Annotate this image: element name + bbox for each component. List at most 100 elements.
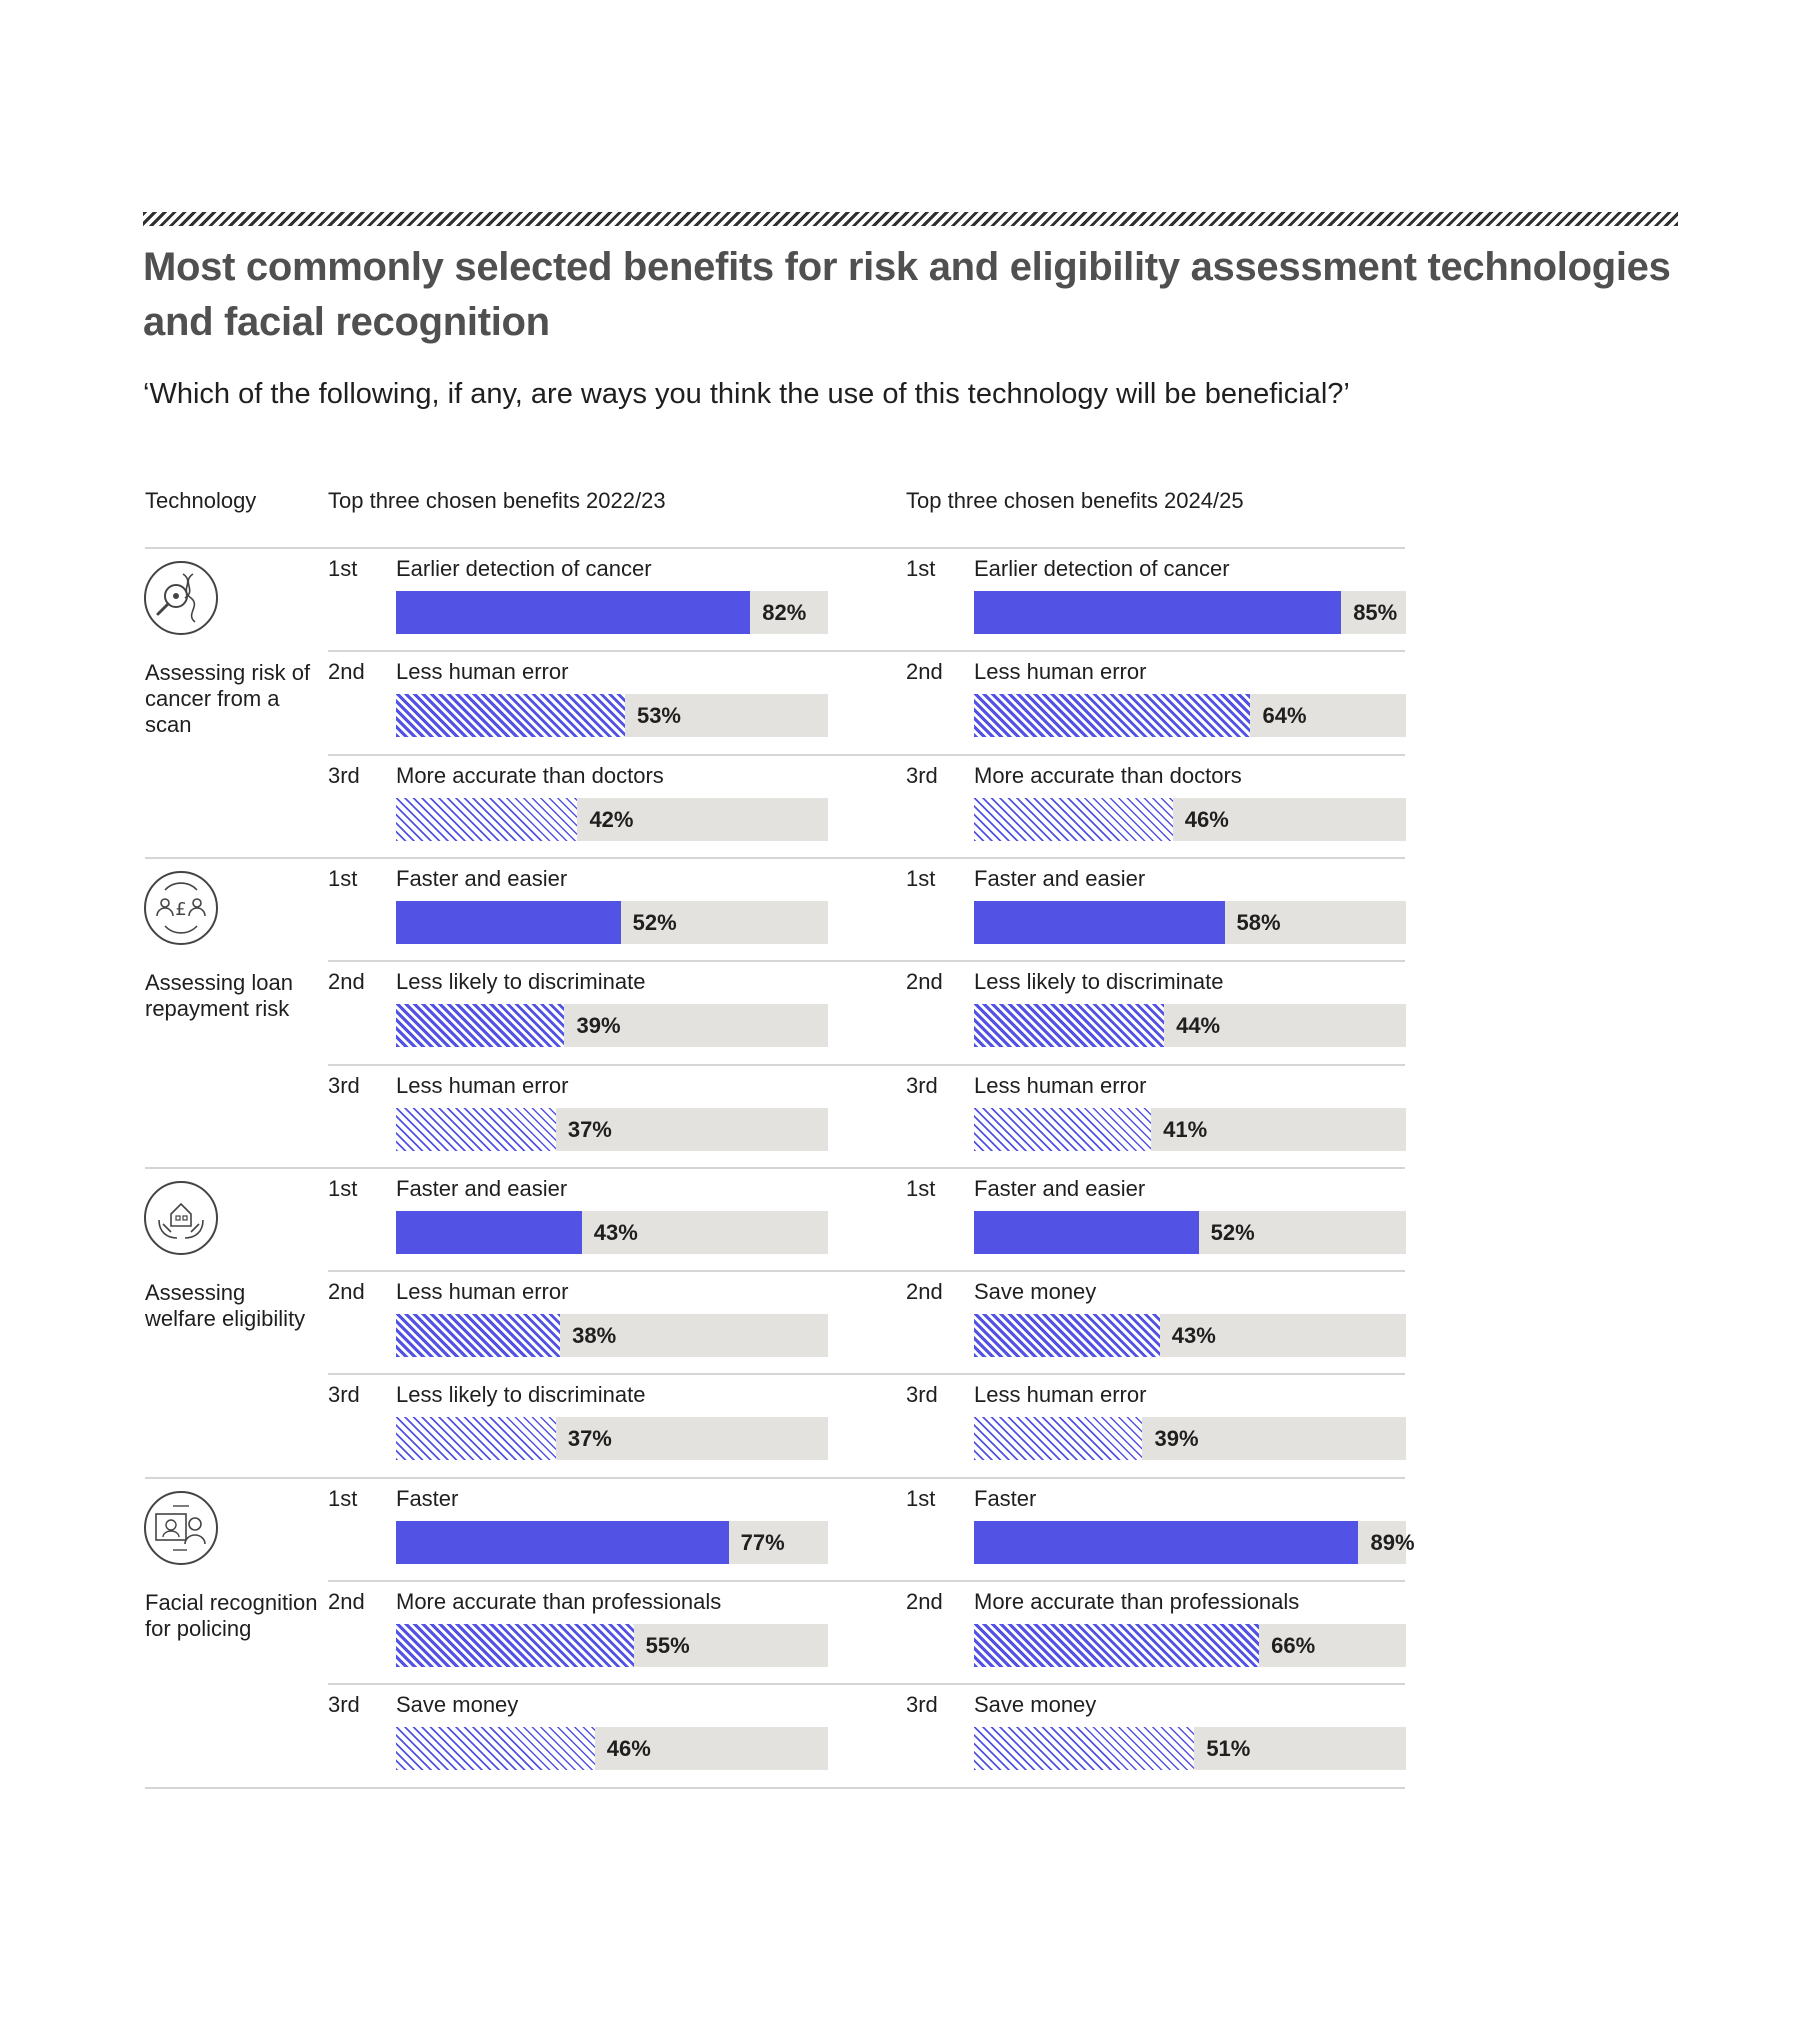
bar-track-2024: 85% — [974, 591, 1406, 634]
value-label: 89% — [1370, 1529, 1415, 1555]
row-divider — [328, 650, 1405, 653]
rank-label: 1st — [328, 865, 358, 891]
technology-label: Assessing risk of cancer from a scan — [145, 660, 311, 737]
bar-track-2022: 53% — [396, 694, 828, 738]
bar-2024-rank-2 — [974, 1004, 1165, 1048]
benefit-label: Less human error — [396, 1072, 569, 1098]
bar-2022-rank-3 — [396, 1107, 556, 1151]
rank-label: 3rd — [328, 1692, 360, 1718]
value-label: 46% — [1184, 806, 1229, 832]
bar-track-2022: 37% — [396, 1107, 828, 1151]
decorative-hatch-rule — [143, 212, 1678, 226]
rank-label: 3rd — [906, 1382, 938, 1408]
benefit-label: Less human error — [396, 1279, 569, 1305]
bar-track-2024: 41% — [974, 1107, 1406, 1151]
loan-risk-icon: £ — [143, 870, 219, 946]
rank-label: 2nd — [906, 1279, 943, 1305]
group-divider — [145, 1166, 1405, 1169]
benefit-label: Earlier detection of cancer — [974, 556, 1230, 581]
benefit-label: More accurate than doctors — [974, 762, 1242, 788]
benefit-label: Less human error — [974, 1072, 1147, 1098]
chart-subtitle: ‘Which of the following, if any, are way… — [143, 378, 1350, 410]
bar-2024-rank-3 — [974, 1417, 1143, 1461]
benefit-label: Less human error — [974, 659, 1147, 685]
bar-2022-rank-2 — [396, 694, 625, 738]
value-label: 37% — [567, 1426, 612, 1452]
rank-label: 2nd — [906, 969, 943, 995]
header-2022-23: Top three chosen benefits 2022/23 — [328, 488, 666, 513]
bar-track-2024: 89% — [974, 1520, 1415, 1564]
benefit-label: Less human error — [974, 1382, 1147, 1408]
row-divider — [328, 753, 1405, 756]
row-divider — [328, 1683, 1405, 1686]
bar-2022-rank-2 — [396, 1004, 565, 1048]
header-2024-25: Top three chosen benefits 2024/25 — [906, 488, 1244, 513]
rank-label: 1st — [906, 1485, 936, 1511]
rank-label: 2nd — [328, 659, 365, 685]
bar-2022-rank-3 — [396, 1417, 556, 1461]
bar-2024-rank-3 — [974, 1107, 1152, 1151]
bar-2022-rank-2 — [396, 1624, 634, 1667]
group-divider — [145, 856, 1405, 859]
benefit-label: Earlier detection of cancer — [396, 556, 652, 581]
bar-track-2022: 55% — [396, 1624, 828, 1667]
rank-label: 1st — [906, 865, 936, 891]
rank-label: 2nd — [906, 1589, 943, 1614]
rank-label: 3rd — [328, 1072, 360, 1098]
bar-2022-rank-1 — [396, 900, 621, 944]
benefit-label: Faster — [396, 1485, 459, 1511]
benefit-label: Faster and easier — [974, 1175, 1146, 1201]
rank-label: 3rd — [906, 1072, 938, 1098]
bar-track-2022: 46% — [396, 1727, 828, 1771]
value-label: 39% — [576, 1013, 621, 1039]
rank-label: 2nd — [328, 1589, 365, 1614]
value-label: 66% — [1271, 1633, 1316, 1658]
bar-2024-rank-1 — [974, 591, 1342, 634]
rank-label: 2nd — [328, 969, 365, 995]
bar-track-2024: 44% — [974, 1004, 1406, 1048]
chart-title: Most commonly selected benefits for risk… — [143, 245, 1671, 344]
bar-2024-rank-1 — [974, 1210, 1199, 1254]
bar-track-2024: 39% — [974, 1417, 1406, 1461]
bar-track-2022: 82% — [396, 591, 828, 634]
benefit-label: Save money — [974, 1279, 1097, 1305]
benefit-label: Save money — [396, 1692, 519, 1718]
bar-track-2022: 77% — [396, 1520, 828, 1564]
technology-label: Facial recognition for policing — [145, 1589, 318, 1641]
bar-2022-rank-1 — [396, 1520, 729, 1564]
bar-2022-rank-3 — [396, 1727, 595, 1771]
benefit-label: Faster and easier — [396, 1175, 568, 1201]
bar-track-2024: 43% — [974, 1314, 1406, 1358]
row-divider — [328, 1373, 1405, 1376]
bar-2024-rank-1 — [974, 900, 1225, 944]
value-label: 44% — [1176, 1013, 1221, 1039]
bar-2024-rank-3 — [974, 1727, 1195, 1771]
rank-label: 1st — [906, 1175, 936, 1201]
value-label: 77% — [740, 1529, 785, 1555]
row-divider — [328, 1270, 1405, 1273]
benefit-label: Less likely to discriminate — [396, 1382, 646, 1408]
facial-recognition-icon — [143, 1490, 219, 1566]
value-label: 46% — [606, 1736, 651, 1762]
bar-2024-rank-2 — [974, 694, 1251, 738]
benefit-label: Less human error — [396, 659, 569, 685]
value-label: 52% — [632, 909, 677, 935]
benefit-label: More accurate than professionals — [396, 1589, 722, 1614]
bar-2024-rank-2 — [974, 1624, 1260, 1667]
value-label: 43% — [593, 1219, 638, 1245]
rank-label: 1st — [906, 556, 936, 581]
rank-label: 2nd — [328, 1279, 365, 1305]
bar-track-2022: 52% — [396, 900, 828, 944]
row-divider — [328, 1063, 1405, 1066]
bar-track-2024: 51% — [974, 1727, 1406, 1771]
rank-label: 1st — [328, 1175, 358, 1201]
bar-2024-rank-2 — [974, 1314, 1160, 1358]
bar-track-2024: 52% — [974, 1210, 1406, 1254]
benefit-label: Less likely to discriminate — [974, 969, 1224, 995]
bar-track-2022: 37% — [396, 1417, 828, 1461]
value-label: 52% — [1210, 1219, 1255, 1245]
rank-label: 1st — [328, 556, 358, 581]
value-label: 53% — [636, 703, 681, 729]
technology-label: Assessing loan repayment risk — [145, 969, 293, 1021]
rank-label: 1st — [328, 1485, 358, 1511]
